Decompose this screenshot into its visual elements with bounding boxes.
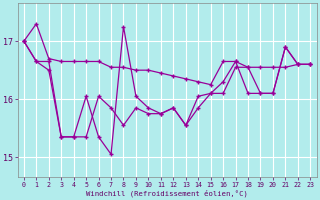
X-axis label: Windchill (Refroidissement éolien,°C): Windchill (Refroidissement éolien,°C)	[86, 189, 248, 197]
